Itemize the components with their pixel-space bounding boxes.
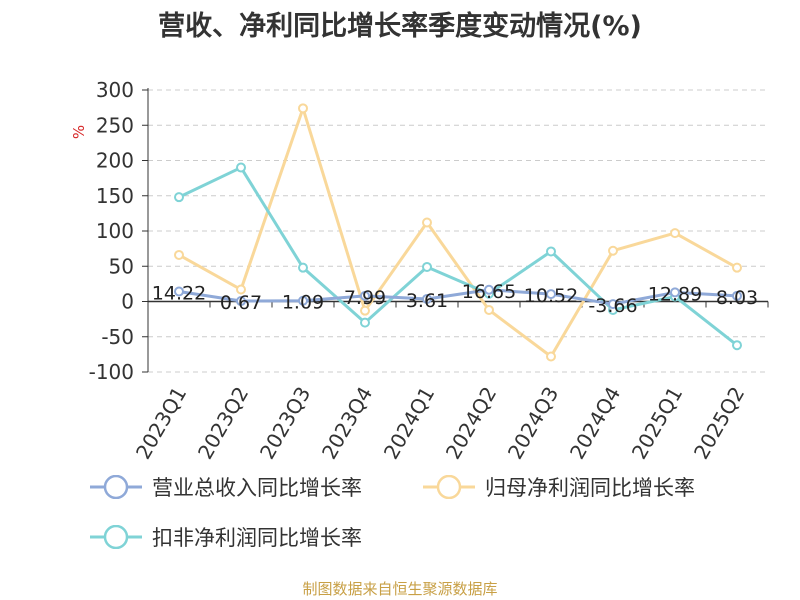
- y-tick-label: 200: [96, 149, 134, 173]
- data-point: [546, 289, 556, 300]
- data-point: [422, 217, 432, 228]
- y-tick-label: -100: [89, 360, 134, 384]
- data-point: [732, 262, 742, 273]
- legend-label: 归母净利润同比增长率: [485, 476, 695, 500]
- y-tick-label: 50: [109, 254, 134, 278]
- data-point: [608, 245, 618, 256]
- y-tick-label: 0: [121, 290, 134, 314]
- data-label: 16.65: [462, 281, 516, 303]
- data-point: [422, 261, 432, 272]
- data-point: [670, 228, 680, 239]
- x-tick-label: 2024Q4: [565, 383, 625, 464]
- x-tick-label: 2023Q2: [193, 383, 253, 464]
- x-tick-label: 2023Q4: [317, 383, 377, 464]
- legend-line-marker-icon: [90, 475, 142, 499]
- y-tick-label: 300: [96, 78, 134, 102]
- y-tick-label: 150: [96, 184, 134, 208]
- data-point: [670, 287, 680, 298]
- data-point: [360, 317, 370, 328]
- legend-item-revenue-growth[interactable]: 营业总收入同比增长率: [90, 472, 362, 502]
- data-point: [236, 296, 246, 307]
- data-point: [174, 286, 184, 297]
- series-line: [178, 166, 738, 347]
- x-tick-label: 2024Q3: [503, 383, 563, 464]
- data-point: [546, 351, 556, 362]
- y-tick-label: -50: [101, 325, 134, 349]
- y-tick-label: 250: [96, 113, 134, 137]
- series-line: [178, 106, 738, 358]
- data-label: 14.22: [152, 282, 206, 304]
- legend-label: 扣非净利润同比增长率: [152, 526, 362, 550]
- data-point: [484, 284, 494, 295]
- x-tick-label: 2025Q1: [627, 383, 687, 464]
- data-point: [360, 305, 370, 316]
- legend-line-marker-icon: [90, 525, 142, 549]
- data-label: -3.66: [588, 295, 637, 317]
- data-labels: 14.22 0.67 1.09 7.99 3.61 16.65 10.52 -3.66 12.8…: [152, 281, 758, 317]
- series-line: [178, 288, 738, 306]
- legend-item-net-profit-growth[interactable]: 归母净利润同比增长率: [423, 472, 695, 502]
- data-label: 3.61: [406, 290, 448, 312]
- data-label: 0.67: [220, 292, 262, 314]
- data-point: [484, 304, 494, 315]
- legend-item-deducted-profit-growth[interactable]: 扣非净利润同比增长率: [90, 522, 362, 552]
- data-point: [298, 295, 308, 306]
- x-tick-label: 2025Q2: [689, 383, 749, 464]
- y-axis-unit-label: %: [70, 125, 88, 139]
- data-point: [236, 162, 246, 173]
- data-point: [298, 103, 308, 114]
- legend-line-marker-icon: [423, 475, 475, 499]
- data-point: [422, 293, 432, 304]
- data-point: [298, 262, 308, 273]
- source-note: 制图数据来自恒生聚源数据库: [302, 580, 498, 598]
- x-tick-label: 2024Q1: [379, 383, 439, 464]
- data-label: 8.03: [716, 287, 758, 309]
- y-tick-label: 100: [96, 219, 134, 243]
- data-label: 1.09: [282, 292, 324, 314]
- data-point: [732, 340, 742, 351]
- data-label: 12.89: [648, 283, 702, 305]
- data-point: [174, 192, 184, 203]
- legend-label: 营业总收入同比增长率: [152, 476, 362, 500]
- data-label: 10.52: [524, 285, 578, 307]
- data-point: [174, 249, 184, 260]
- series-lines: [174, 103, 742, 362]
- data-point: [236, 284, 246, 295]
- data-point: [360, 290, 370, 301]
- chart-title: 营收、净利同比增长率季度变动情况(%): [158, 11, 642, 42]
- data-point: [546, 246, 556, 257]
- data-label: 7.99: [344, 287, 386, 309]
- x-tick-label: 2023Q3: [255, 383, 315, 464]
- data-point: [732, 290, 742, 301]
- x-tick-label: 2024Q2: [441, 383, 501, 464]
- data-point: [608, 299, 618, 310]
- x-tick-label: 2023Q1: [131, 383, 191, 464]
